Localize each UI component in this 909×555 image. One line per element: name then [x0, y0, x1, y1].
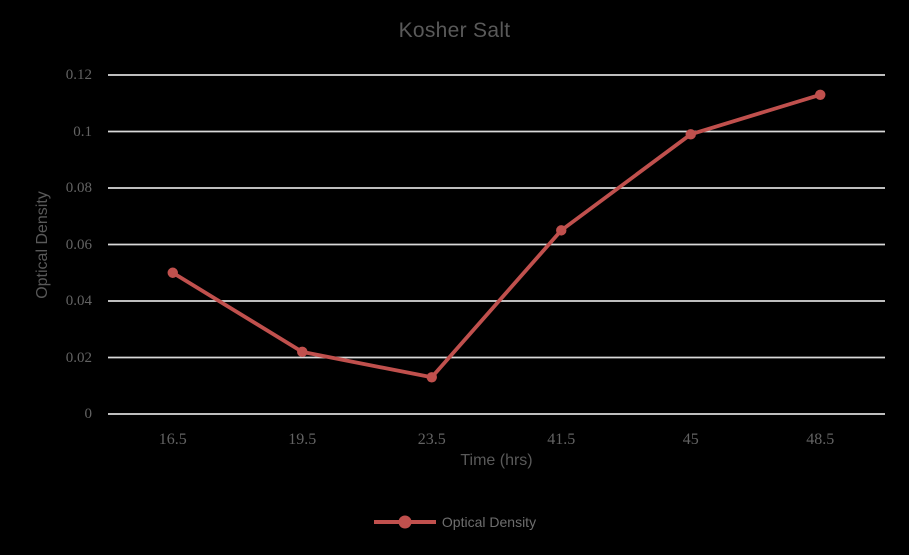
y-tick-label: 0.08: [65, 180, 92, 196]
x-tick-label: 19.5: [288, 431, 317, 448]
legend-marker: [398, 515, 412, 529]
y-tick-label: 0.06: [65, 236, 92, 253]
data-point-marker: [167, 267, 178, 278]
data-point-marker: [556, 225, 567, 236]
y-tick-label: 0.12: [65, 67, 92, 83]
data-point-marker: [685, 129, 696, 140]
chart-title: Kosher Salt: [398, 19, 511, 42]
x-tick-label: 45: [682, 431, 699, 448]
data-point-marker: [426, 372, 437, 383]
x-axis-title: Time (hrs): [460, 452, 533, 469]
y-tick-label: 0.1: [73, 123, 92, 140]
legend-line-marker-swatch: [373, 515, 436, 529]
legend: Optical Density: [0, 514, 909, 530]
data-point-marker: [297, 346, 308, 358]
x-tick-label: 16.5: [158, 431, 187, 448]
x-tick-label: 41.5: [547, 431, 576, 448]
data-point-marker: [815, 89, 826, 100]
x-tick-label: 23.5: [417, 431, 446, 448]
legend-label: Optical Density: [441, 514, 537, 530]
x-tick-label: 48.5: [806, 431, 835, 448]
series-line-optical-density: [170, 92, 823, 380]
y-tick-label: 0.02: [65, 349, 92, 366]
y-tick-label: 0.04: [65, 293, 92, 309]
y-tick-label: 0: [84, 406, 93, 422]
